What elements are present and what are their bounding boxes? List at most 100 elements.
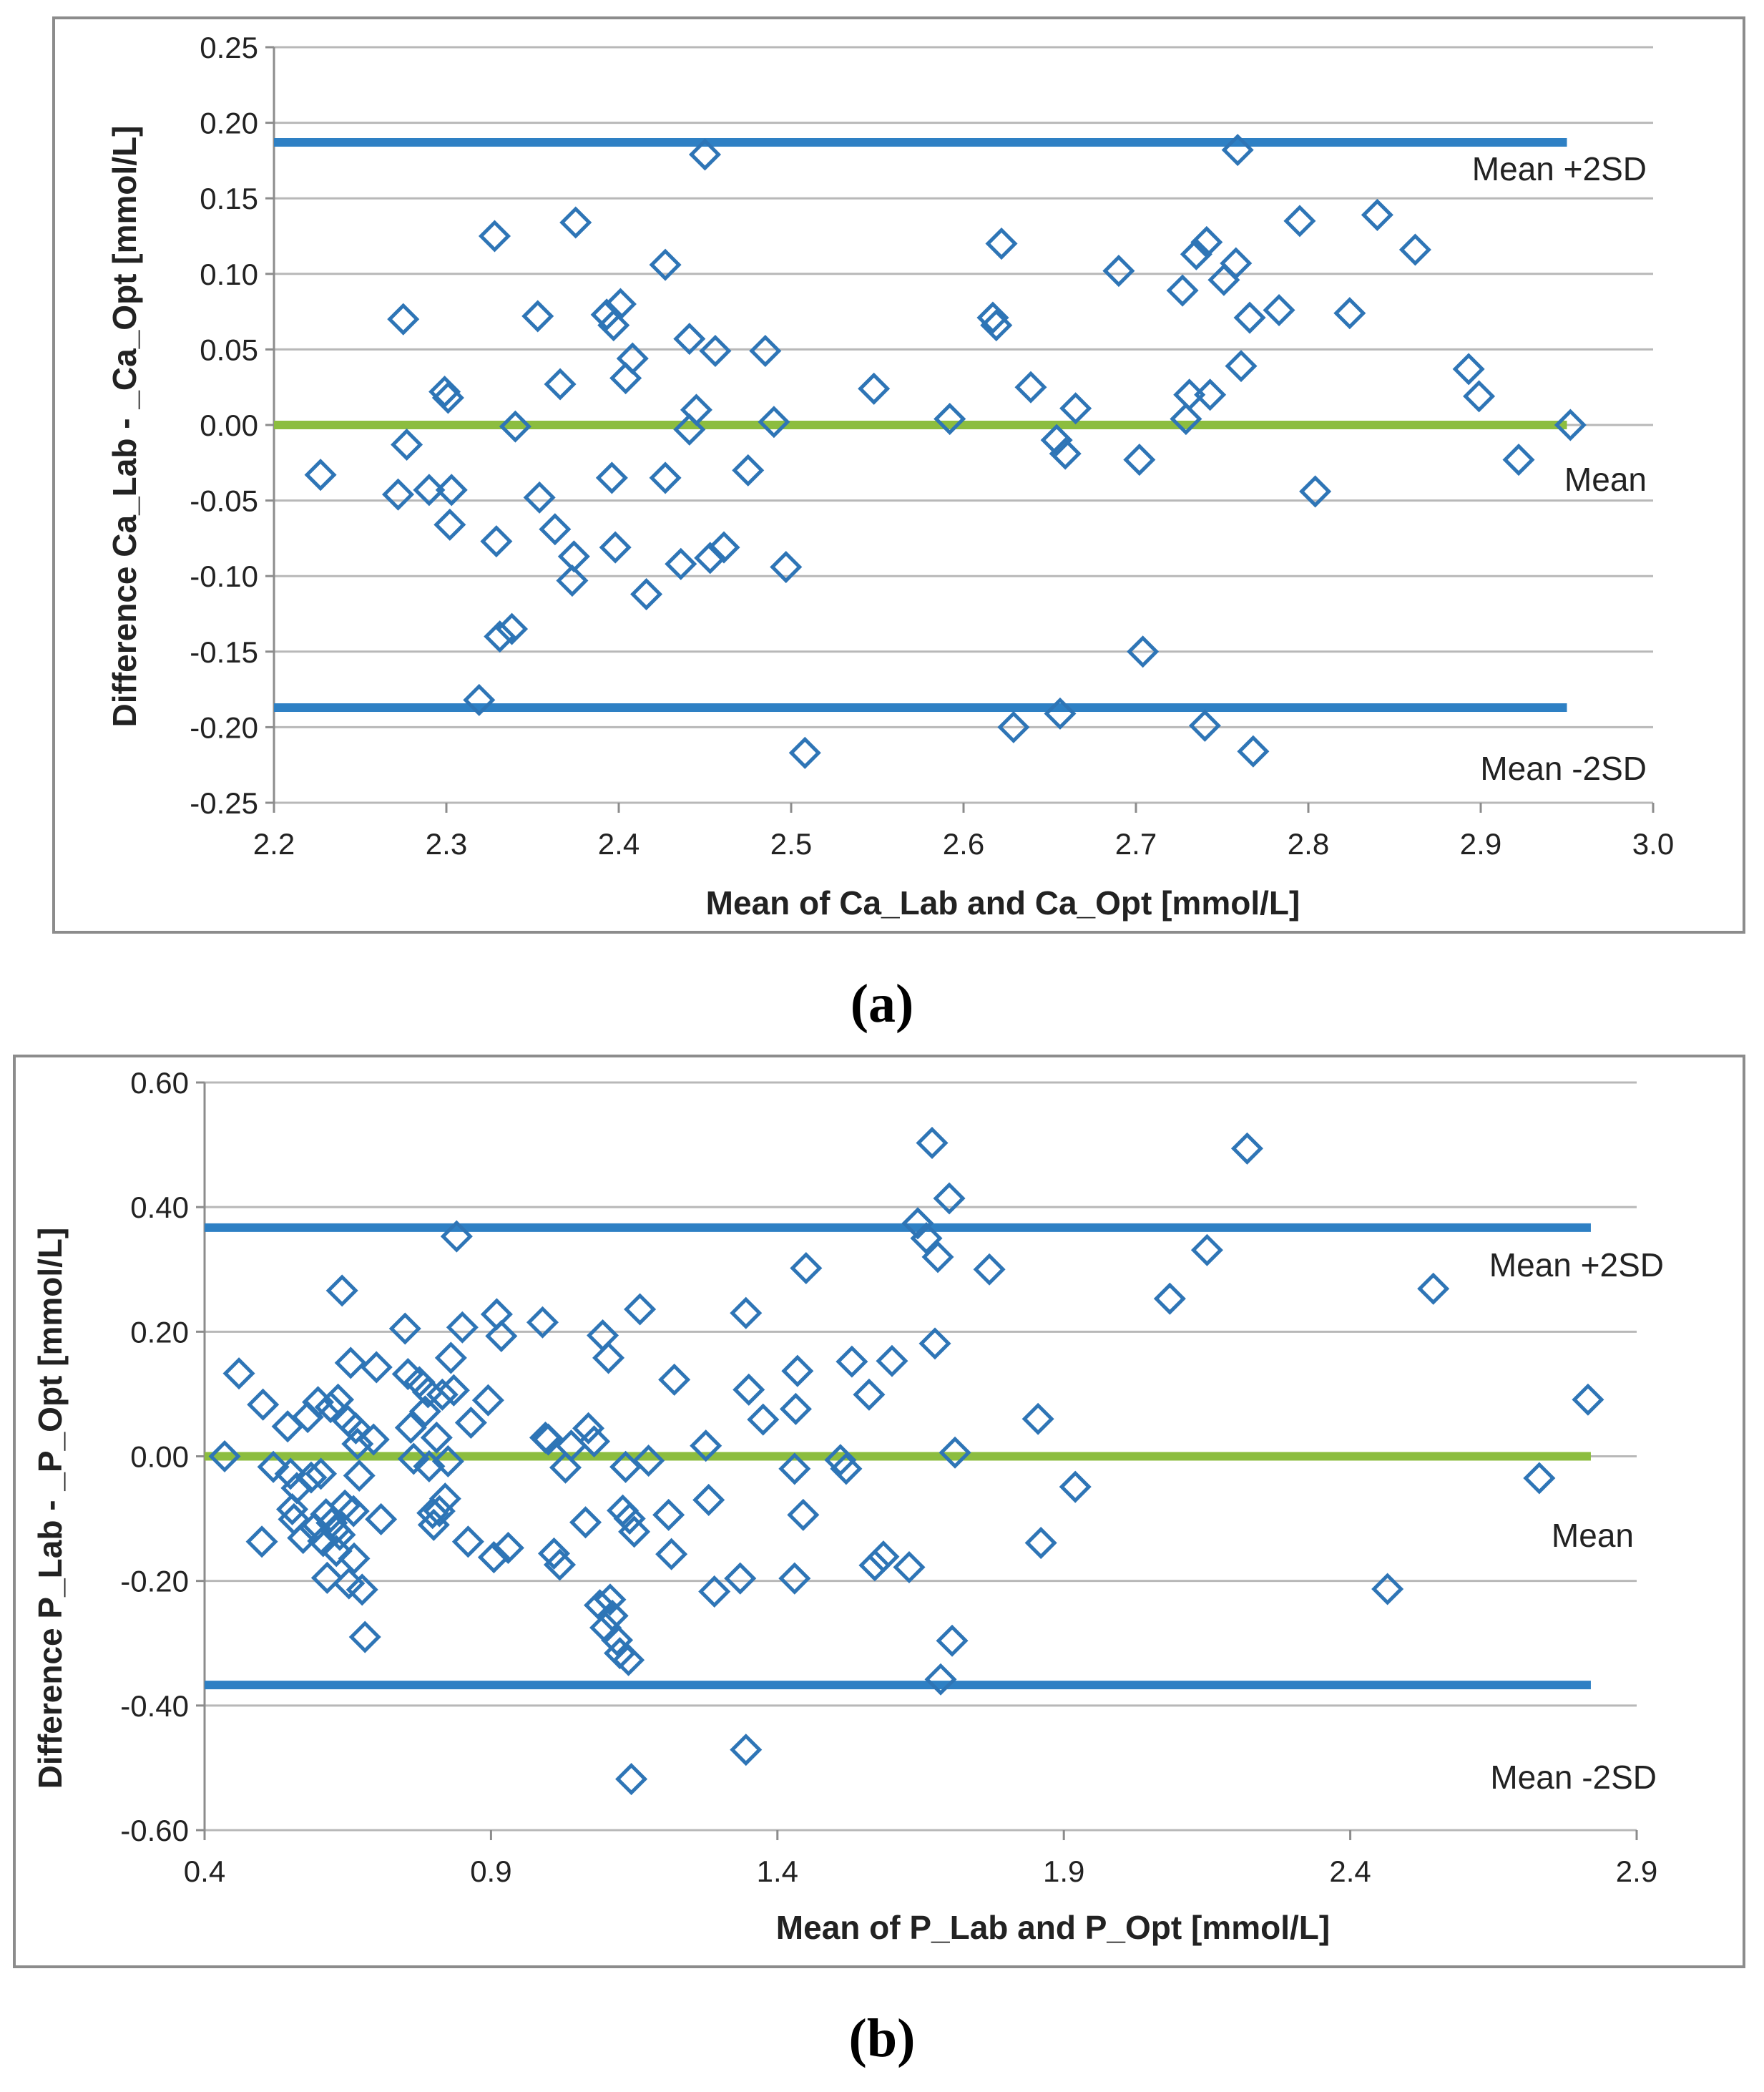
- chart-a-data-point: [544, 368, 577, 401]
- chart-a-x-tick-label: 2.4: [598, 827, 640, 861]
- chart-a-data-point: [1361, 198, 1393, 231]
- chart-b-data-point: [426, 1378, 459, 1411]
- chart-a-data-point: [557, 540, 590, 573]
- chart-b-y-ticks: 0.60 0.40 0.20 0.00 -0.20 -0.40 -0.60: [120, 1066, 189, 1847]
- chart-b-data-point: [1230, 1132, 1263, 1165]
- chart-a-x-tick-label: 2.3: [426, 827, 467, 861]
- chart-a-data-point: [976, 301, 1009, 334]
- chart-a-x-axis-title: Mean of Ca_Lab and Ca_Opt [mmol/L]: [706, 884, 1300, 922]
- chart-a-grid: [265, 46, 1655, 813]
- chart-b-data-point: [655, 1538, 688, 1570]
- chart-b-data-point: [526, 1306, 559, 1339]
- chart-b-data-point: [440, 1220, 473, 1253]
- chart-b-y-tick-label: -0.20: [120, 1565, 189, 1598]
- chart-b-data-point: [315, 1507, 348, 1540]
- chart-a-y-tick-label: 0.15: [200, 182, 258, 215]
- chart-b-data-point: [824, 1444, 857, 1477]
- chart-b-data-point: [692, 1483, 725, 1516]
- chart-a-data-point: [1102, 255, 1135, 288]
- chart-b-x-axis-title: Mean of P_Lab and P_Opt [mmol/L]: [776, 1909, 1330, 1946]
- chart-b-data-point: [343, 1459, 376, 1492]
- chart-a-y-tick-label: 0.10: [200, 258, 258, 291]
- panel-a: 0.25 0.20 0.15 0.10 0.05 0.00 -0.05 -0.10 -0.15 -…: [0, 0, 1764, 1037]
- chart-a-data-point: [484, 620, 516, 653]
- chart-a-x-tick-label: 2.6: [943, 827, 984, 861]
- chart-b-data-point: [320, 1535, 353, 1568]
- chart-b-data-point: [454, 1406, 487, 1440]
- chart-b-data-point: [328, 1489, 361, 1522]
- chart-b-data-point: [1190, 1233, 1223, 1266]
- chart-a-x-ticks: 2.2 2.3 2.4 2.5 2.6 2.7 2.8 2.9 3.0: [253, 827, 1674, 861]
- chart-a-y-axis-title: Difference Ca_Lab - _Ca_Opt [mmol/L]: [106, 126, 143, 728]
- chart-a-data-point: [599, 531, 632, 564]
- chart-b-data-point: [1153, 1282, 1186, 1315]
- chart-a-data-point: [788, 736, 821, 769]
- chart-b-data-point: [652, 1498, 685, 1531]
- chart-a-data-point: [1452, 353, 1485, 386]
- chart-a-data-point: [980, 309, 1013, 342]
- chart-a-data-point: [1049, 437, 1082, 470]
- chart-b-data-point: [790, 1251, 823, 1285]
- chart-a-y-tick-label: -0.25: [190, 786, 258, 820]
- chart-b-data-point: [867, 1540, 900, 1573]
- chart-b-data-point: [569, 1506, 602, 1539]
- chart-a-data-point: [858, 372, 891, 405]
- chart-a-data-point: [391, 428, 423, 461]
- chart-b-data-point: [365, 1502, 398, 1535]
- chart-b-data-point: [337, 1495, 370, 1528]
- chart-a-data-point: [1059, 392, 1092, 425]
- chart-a-data-point: [732, 454, 765, 487]
- chart-b-data-point: [485, 1319, 518, 1352]
- chart-a-data-point: [435, 474, 468, 507]
- chart-b-data-point: [491, 1531, 524, 1565]
- chart-b-y-tick-label: -0.60: [120, 1814, 189, 1847]
- chart-a-data-point: [694, 542, 727, 575]
- chart-b-data-point: [287, 1522, 320, 1555]
- chart-a-data-point: [523, 481, 556, 514]
- chart-a-y-tick-label: -0.05: [190, 484, 258, 518]
- chart-b-data-point: [1371, 1573, 1404, 1605]
- chart-b-y-tick-label: 0.40: [130, 1191, 189, 1224]
- chart-b-data-point: [360, 1351, 393, 1384]
- chart-b-data-point: [338, 1542, 371, 1575]
- chart-b-data-point: [446, 1311, 479, 1344]
- chart-a-x-tick-label: 2.2: [253, 827, 295, 861]
- chart-a-data-point: [1554, 409, 1587, 441]
- chart-a-data-point: [616, 342, 649, 375]
- chart-b-data-point: [698, 1575, 731, 1608]
- chart-b-data-point: [858, 1549, 891, 1582]
- chart-b-data-point: [933, 1182, 966, 1215]
- chart-a-data-point: [1283, 205, 1316, 238]
- chart-b-data-point: [778, 1452, 811, 1485]
- chart-b-data-point: [339, 1412, 372, 1445]
- chart-a-x-tick-label: 2.7: [1115, 827, 1157, 861]
- chart-a-data-point: [413, 474, 446, 507]
- chart-a-data-point: [1194, 378, 1227, 411]
- chart-b-data-point: [918, 1327, 951, 1360]
- chart-a-data-point: [556, 564, 589, 597]
- chart-b-mean-label: Mean: [1552, 1517, 1634, 1554]
- chart-a-data-point: [1173, 378, 1206, 411]
- chart-b-y-tick-label: 0.00: [130, 1440, 189, 1474]
- chart-a-data-point: [665, 547, 697, 580]
- chart-a-data-point: [649, 461, 682, 494]
- chart-a-data-point: [1014, 371, 1047, 404]
- chart-b-data-point: [921, 1241, 954, 1274]
- chart-b-data-point: [578, 1425, 611, 1458]
- chart-a-y-ticks: 0.25 0.20 0.15 0.10 0.05 0.00 -0.05 -0.10 -0.15 -…: [190, 31, 258, 820]
- chart-b-data-point: [836, 1345, 868, 1378]
- chart-b-data-point: [341, 1427, 374, 1460]
- chart-b-data-point: [632, 1445, 665, 1477]
- chart-b-data-point: [916, 1126, 949, 1160]
- chart-b-data-point: [413, 1450, 446, 1482]
- chart-b-data-point: [305, 1457, 338, 1490]
- chart-a-data-point: [609, 361, 642, 395]
- chart-a-data-point: [521, 300, 554, 333]
- chart-b-data-point: [779, 1392, 812, 1425]
- chart-a-data-point: [428, 376, 461, 409]
- chart-b-data-point: [323, 1518, 356, 1551]
- chart-b-data-point: [357, 1423, 390, 1456]
- chart-a-data-point: [749, 334, 782, 368]
- chart-b-data-point: [537, 1537, 571, 1570]
- chart-b-data-point: [257, 1450, 290, 1483]
